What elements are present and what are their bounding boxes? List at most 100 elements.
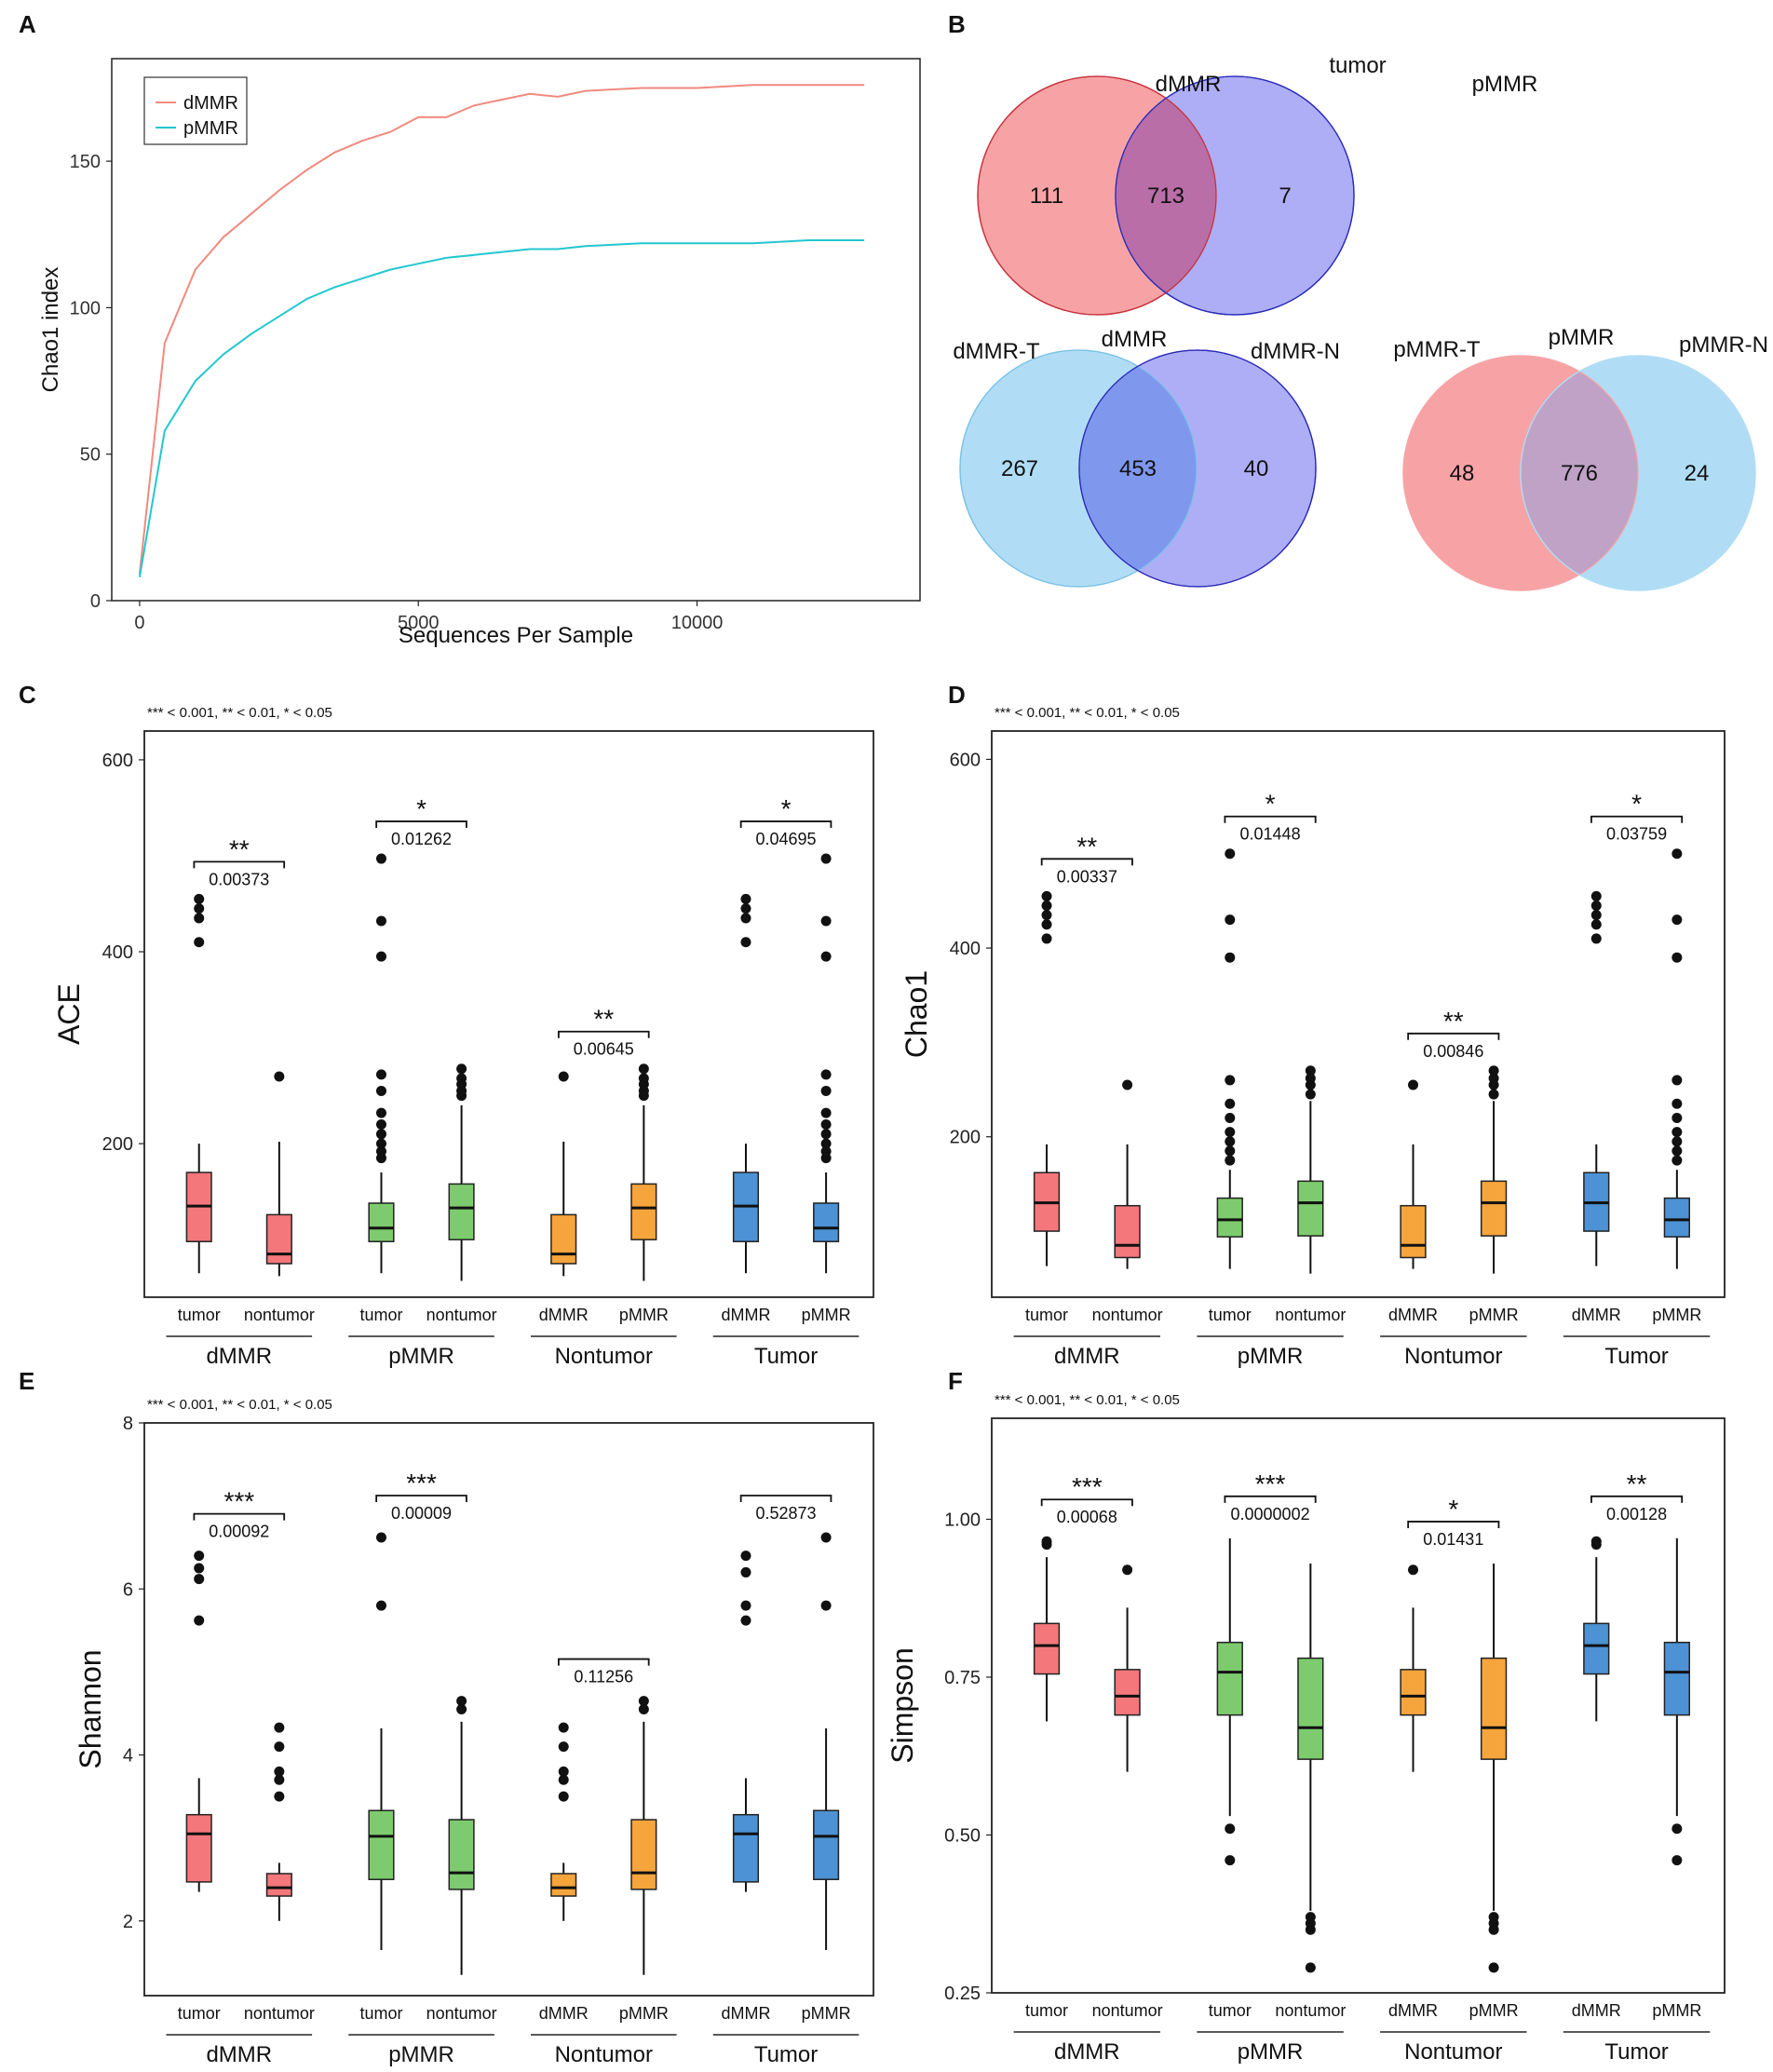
group-label: Tumor <box>1604 1344 1668 1369</box>
outlier-point <box>1671 1075 1683 1086</box>
outlier-point <box>820 1145 832 1157</box>
venn-label-left: pMMR-T <box>1393 337 1481 362</box>
outlier-point <box>740 1566 751 1578</box>
outlier-point <box>1225 1112 1236 1123</box>
outlier-point <box>1488 1065 1499 1077</box>
outlier-point <box>1225 952 1236 963</box>
p-value-label: 0.11256 <box>574 1668 633 1686</box>
significance-stars: ** <box>1443 1007 1464 1036</box>
group-label: Nontumor <box>555 1344 653 1369</box>
y-tick-label: 400 <box>950 939 981 959</box>
outlier-point <box>1590 919 1602 930</box>
significance-bracket <box>558 1030 650 1038</box>
y-tick-label: 1.00 <box>944 1510 981 1530</box>
box-Tumor-dMMR <box>732 1813 760 1883</box>
outlier-point <box>1488 1912 1499 1923</box>
significance-stars: * <box>416 794 426 823</box>
outlier-point <box>1225 1823 1236 1835</box>
group-label: pMMR <box>1238 2039 1304 2065</box>
panel-label-A: A <box>19 10 36 38</box>
outlier-point <box>1408 1564 1419 1576</box>
y-axis-label: Chao1 <box>900 970 933 1058</box>
x-tick-label: pMMR <box>619 2004 669 2023</box>
x-tick-label: pMMR <box>1469 2001 1519 2020</box>
y-axis-label: Chao1 index <box>38 267 63 393</box>
x-tick-label: tumor <box>1025 1306 1068 1324</box>
y-tick-label: 200 <box>950 1128 981 1148</box>
outlier-point <box>194 1615 205 1626</box>
outlier-point <box>1225 914 1236 926</box>
venn-count-left: 48 <box>1450 461 1475 486</box>
outlier-point <box>1041 900 1052 911</box>
x-tick-label: tumor <box>1209 2001 1252 2020</box>
p-value-label: 0.01448 <box>1240 825 1301 844</box>
outlier-point <box>1671 1823 1683 1835</box>
venn-outline-left <box>1402 355 1639 591</box>
outlier-point <box>375 1119 386 1131</box>
significance-legend: *** < 0.001, ** < 0.01, * < 0.05 <box>995 1392 1180 1408</box>
significance-bracket <box>1407 1521 1500 1528</box>
outlier-point <box>194 913 205 924</box>
significance-stars: * <box>781 794 792 823</box>
x-tick-label: dMMR <box>1388 2001 1438 2020</box>
venn-overlap <box>1079 366 1197 571</box>
outlier-point <box>740 1600 751 1611</box>
y-tick-label: 600 <box>102 751 133 771</box>
y-tick-label: 2 <box>123 1912 133 1932</box>
significance-bracket <box>739 820 832 829</box>
venn-count-overlap: 453 <box>1119 456 1157 481</box>
outlier-point <box>375 1107 386 1118</box>
outlier-point <box>1305 1065 1316 1077</box>
x-tick-label: pMMR <box>802 2004 851 2023</box>
x-tick-label: nontumor <box>1092 2001 1163 2020</box>
venn-outline-right <box>1115 75 1355 316</box>
outlier-point <box>1590 900 1602 911</box>
p-value-label: 0.03759 <box>1606 825 1667 844</box>
outlier-point <box>1488 1962 1499 1973</box>
outlier-point <box>820 915 832 927</box>
outlier-point <box>638 1073 649 1084</box>
outlier-point <box>456 1063 467 1075</box>
outlier-point <box>1041 919 1052 930</box>
outlier-point <box>1590 933 1602 944</box>
p-value-label: 0.00128 <box>1606 1505 1667 1524</box>
significance-bracket <box>1590 1495 1684 1503</box>
outlier-point <box>375 1129 386 1140</box>
x-tick-label: pMMR <box>1652 1306 1701 1324</box>
group-label: Tumor <box>754 1344 818 1369</box>
significance-bracket <box>1040 858 1133 866</box>
outlier-point <box>1122 1079 1133 1090</box>
group-label: Nontumor <box>1404 1344 1502 1369</box>
significance-bracket <box>1224 815 1317 823</box>
x-tick-label: tumor <box>178 2004 221 2023</box>
p-value-label: 0.00337 <box>1057 867 1117 886</box>
outlier-point <box>194 937 205 948</box>
outlier-point <box>1671 1855 1683 1866</box>
x-tick-label: tumor <box>1209 1306 1252 1324</box>
outlier-point <box>194 903 205 914</box>
y-axis-label: Shannon <box>74 1649 107 1768</box>
outlier-point <box>820 1119 832 1131</box>
significance-stars: *** <box>1255 1469 1286 1498</box>
significance-legend: *** < 0.001, ** < 0.01, * < 0.05 <box>147 705 332 721</box>
p-value-label: 0.04695 <box>756 830 817 848</box>
y-tick-label: 200 <box>102 1134 133 1155</box>
x-tick-label: nontumor <box>1275 2001 1346 2020</box>
outlier-point <box>820 1107 832 1118</box>
significance-bracket <box>375 1495 467 1502</box>
outlier-point <box>456 1704 467 1714</box>
group-label: pMMR <box>388 1344 454 1369</box>
outlier-point <box>1671 848 1683 860</box>
group-label: pMMR <box>1238 1344 1304 1369</box>
outlier-point <box>375 1532 386 1543</box>
venn-label-right: pMMR-N <box>1679 332 1768 358</box>
legend-label-pMMR: pMMR <box>183 118 238 139</box>
y-tick-label: 0 <box>90 591 101 612</box>
outlier-point <box>1225 1855 1236 1866</box>
significance-bracket <box>1590 815 1684 823</box>
significance-stars: *** <box>1072 1472 1103 1501</box>
outlier-point <box>1225 1127 1236 1138</box>
box-pMMR-tumor <box>1216 1197 1243 1238</box>
x-tick-label: pMMR <box>1469 1306 1519 1324</box>
box-pMMR-tumor <box>368 1809 395 1880</box>
